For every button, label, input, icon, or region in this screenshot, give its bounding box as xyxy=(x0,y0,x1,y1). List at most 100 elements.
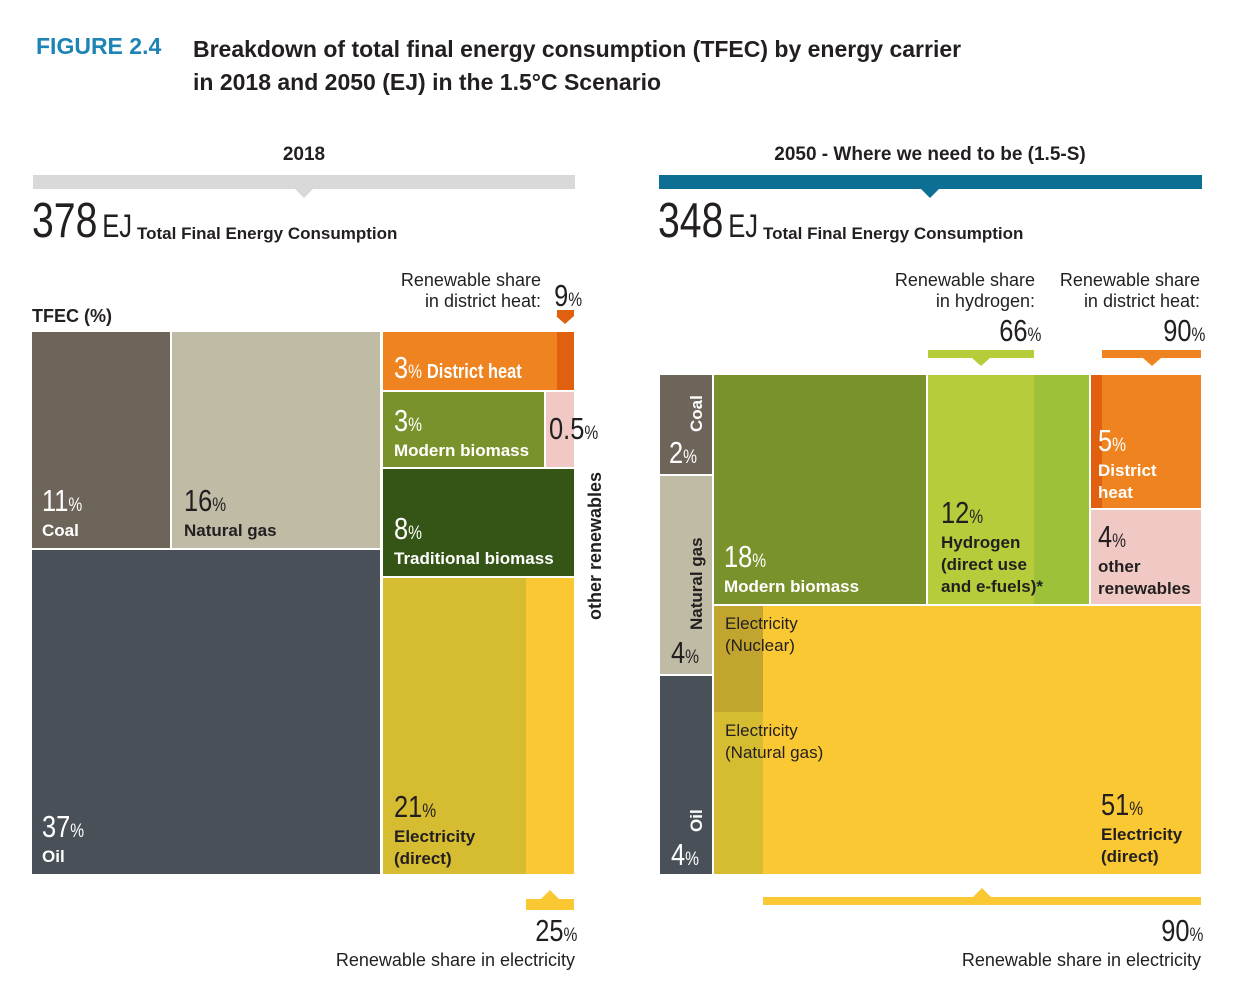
unit: % xyxy=(1112,531,1127,552)
axis-label: TFEC (%) xyxy=(32,306,112,326)
share-label: Renewable share in electricity xyxy=(961,950,1201,970)
sub-label: Electricity (Natural gas) xyxy=(725,721,824,762)
treemap-cell xyxy=(32,332,170,548)
total-label: Total Final Energy Consumption xyxy=(763,224,1024,243)
category-label: Modern biomass xyxy=(724,577,860,596)
category-label: District heat xyxy=(426,361,522,383)
panel-title: 2050 - Where we need to be (1.5-S) xyxy=(774,144,1086,165)
treemap-cell xyxy=(172,332,380,548)
value-label: 12% xyxy=(941,496,983,535)
value: 4 xyxy=(1098,519,1113,554)
value-label: 5% xyxy=(1098,424,1126,463)
category-label: Natural gas xyxy=(184,521,277,540)
total-value: 378 xyxy=(32,194,98,248)
category-label: Coal xyxy=(687,395,706,432)
treemap-cell xyxy=(383,469,574,576)
total: 348 EJ xyxy=(658,195,758,252)
value-label: 8% xyxy=(394,512,422,551)
panel-bar xyxy=(659,175,1202,189)
value: 5 xyxy=(1098,423,1113,458)
value: 0.5 xyxy=(549,411,585,446)
value: 9 xyxy=(553,278,569,313)
panel-title: 2018 xyxy=(282,144,326,165)
value: 4 xyxy=(671,837,686,872)
unit: % xyxy=(422,801,437,822)
panel-notch xyxy=(295,189,313,198)
treemap-cell xyxy=(1091,510,1201,604)
value-label: 3% xyxy=(394,404,422,443)
total-unit: EJ xyxy=(102,208,133,244)
share-marker xyxy=(928,350,1035,358)
category-label: other renewables xyxy=(1098,557,1191,598)
treemap-cell xyxy=(660,375,712,474)
value-label: 9% xyxy=(554,279,582,318)
unit: % xyxy=(683,447,698,468)
unit: % xyxy=(212,495,227,516)
value-label: 51% xyxy=(1101,788,1143,827)
value: 25 xyxy=(534,913,564,948)
category-label: District heat xyxy=(1098,461,1157,502)
category-label: Oil xyxy=(42,847,65,866)
total: 378 EJ xyxy=(32,195,132,252)
unit: % xyxy=(685,647,700,668)
unit: % xyxy=(1129,799,1144,820)
value: 3 xyxy=(394,403,409,438)
treemap-cell xyxy=(714,375,926,604)
total-label: Total Final Energy Consumption xyxy=(137,224,398,243)
value: 90 xyxy=(1162,313,1192,348)
unit: % xyxy=(70,821,85,842)
value-label: 90% xyxy=(1161,914,1203,953)
share-label: Renewable share in district heat: xyxy=(400,270,541,311)
value: 90 xyxy=(1160,913,1190,948)
value-label: 3% District heat xyxy=(394,351,522,390)
value: 2 xyxy=(669,435,684,470)
unit: % xyxy=(1112,435,1127,456)
total-unit: EJ xyxy=(728,208,759,244)
unit: % xyxy=(685,849,700,870)
value-label: 11% xyxy=(42,484,82,523)
share-notch xyxy=(556,316,575,324)
unit: % xyxy=(408,523,423,544)
treemap-cell xyxy=(660,676,712,874)
unit: % xyxy=(584,423,599,444)
value: 21 xyxy=(394,789,423,824)
total-value: 348 xyxy=(658,194,724,248)
panel-bar xyxy=(33,175,575,189)
category-label: Electricity (direct) xyxy=(394,827,476,868)
unit: % xyxy=(408,362,423,383)
unit: % xyxy=(568,290,582,311)
value-label: 4% xyxy=(671,838,699,877)
share-notch xyxy=(1142,358,1161,366)
share-marker xyxy=(556,310,574,316)
treemap-cell xyxy=(546,392,574,467)
unit: % xyxy=(969,507,984,528)
share-notch xyxy=(972,888,991,897)
value-label: 25% xyxy=(535,914,577,953)
value: 37 xyxy=(42,809,71,844)
share-label: Renewable share in electricity xyxy=(335,950,575,970)
category-label: other renewables xyxy=(585,471,605,620)
unit: % xyxy=(1027,325,1041,346)
renewable-portion xyxy=(526,578,574,874)
category-label: Hydrogen (direct use and e-fuels)* xyxy=(941,533,1044,596)
share-notch xyxy=(541,890,560,899)
figure-title: Breakdown of total final energy consumpt… xyxy=(193,36,962,95)
value: 18 xyxy=(724,539,753,574)
value-label: 90% xyxy=(1163,314,1205,353)
value-label: 4% xyxy=(1098,520,1126,559)
value: 16 xyxy=(184,483,213,518)
share-label: Renewable share in hydrogen: xyxy=(894,270,1035,311)
category-label: Traditional biomass xyxy=(394,549,554,568)
unit: % xyxy=(1191,325,1205,346)
share-marker xyxy=(1102,350,1201,358)
value-label: 21% xyxy=(394,790,436,829)
value: 3 xyxy=(394,350,409,385)
panel-notch xyxy=(921,189,939,198)
value: 8 xyxy=(394,511,409,546)
share-notch xyxy=(972,358,991,366)
value-label: 16% xyxy=(184,484,226,523)
value-label: 2% xyxy=(669,436,697,475)
unit: % xyxy=(563,925,577,946)
renewable-portion xyxy=(1102,375,1201,508)
